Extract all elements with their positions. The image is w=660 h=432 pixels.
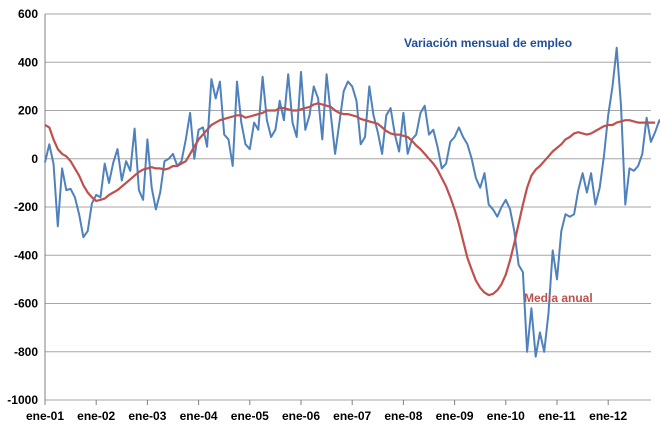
x-tick-label: ene-09 (436, 409, 474, 423)
x-tick-label: ene-11 (538, 409, 576, 423)
x-axis: ene-01 ene-02 ene-03 ene-04 ene-05 ene-06 ene-… (26, 400, 628, 423)
x-tick-label: ene-07 (333, 409, 371, 423)
series-line-variacion-mensual (44, 46, 660, 358)
x-tick-label: ene-08 (384, 409, 422, 423)
y-axis: 600 400 200 0 -200 -400 -600 -800 -1000 (7, 7, 46, 407)
series-label-media: Media anual (524, 291, 593, 305)
series-lines (44, 46, 660, 358)
y-tick-label: 200 (18, 104, 38, 118)
x-tick-label: ene-06 (282, 409, 320, 423)
x-tick-label: ene-05 (231, 409, 269, 423)
y-tick-label: 600 (18, 7, 38, 21)
y-tick-label: 400 (18, 55, 38, 69)
y-tick-label: -200 (14, 200, 38, 214)
series-label-variacion: Variación mensual de empleo (404, 36, 572, 50)
y-tick-label: -1000 (7, 393, 38, 407)
x-tick-label: ene-04 (180, 409, 218, 423)
x-tick-label: ene-10 (487, 409, 525, 423)
gridlines (45, 13, 651, 401)
x-tick-label: ene-01 (26, 409, 64, 423)
y-tick-label: -800 (14, 345, 38, 359)
series-line-media-anual (44, 102, 656, 297)
x-tick-label: ene-12 (589, 409, 627, 423)
x-tick-label: ene-02 (77, 409, 115, 423)
y-tick-label: 0 (31, 152, 38, 166)
y-tick-label: -600 (14, 297, 38, 311)
y-tick-label: -400 (14, 248, 38, 262)
x-tick-label: ene-03 (128, 409, 166, 423)
